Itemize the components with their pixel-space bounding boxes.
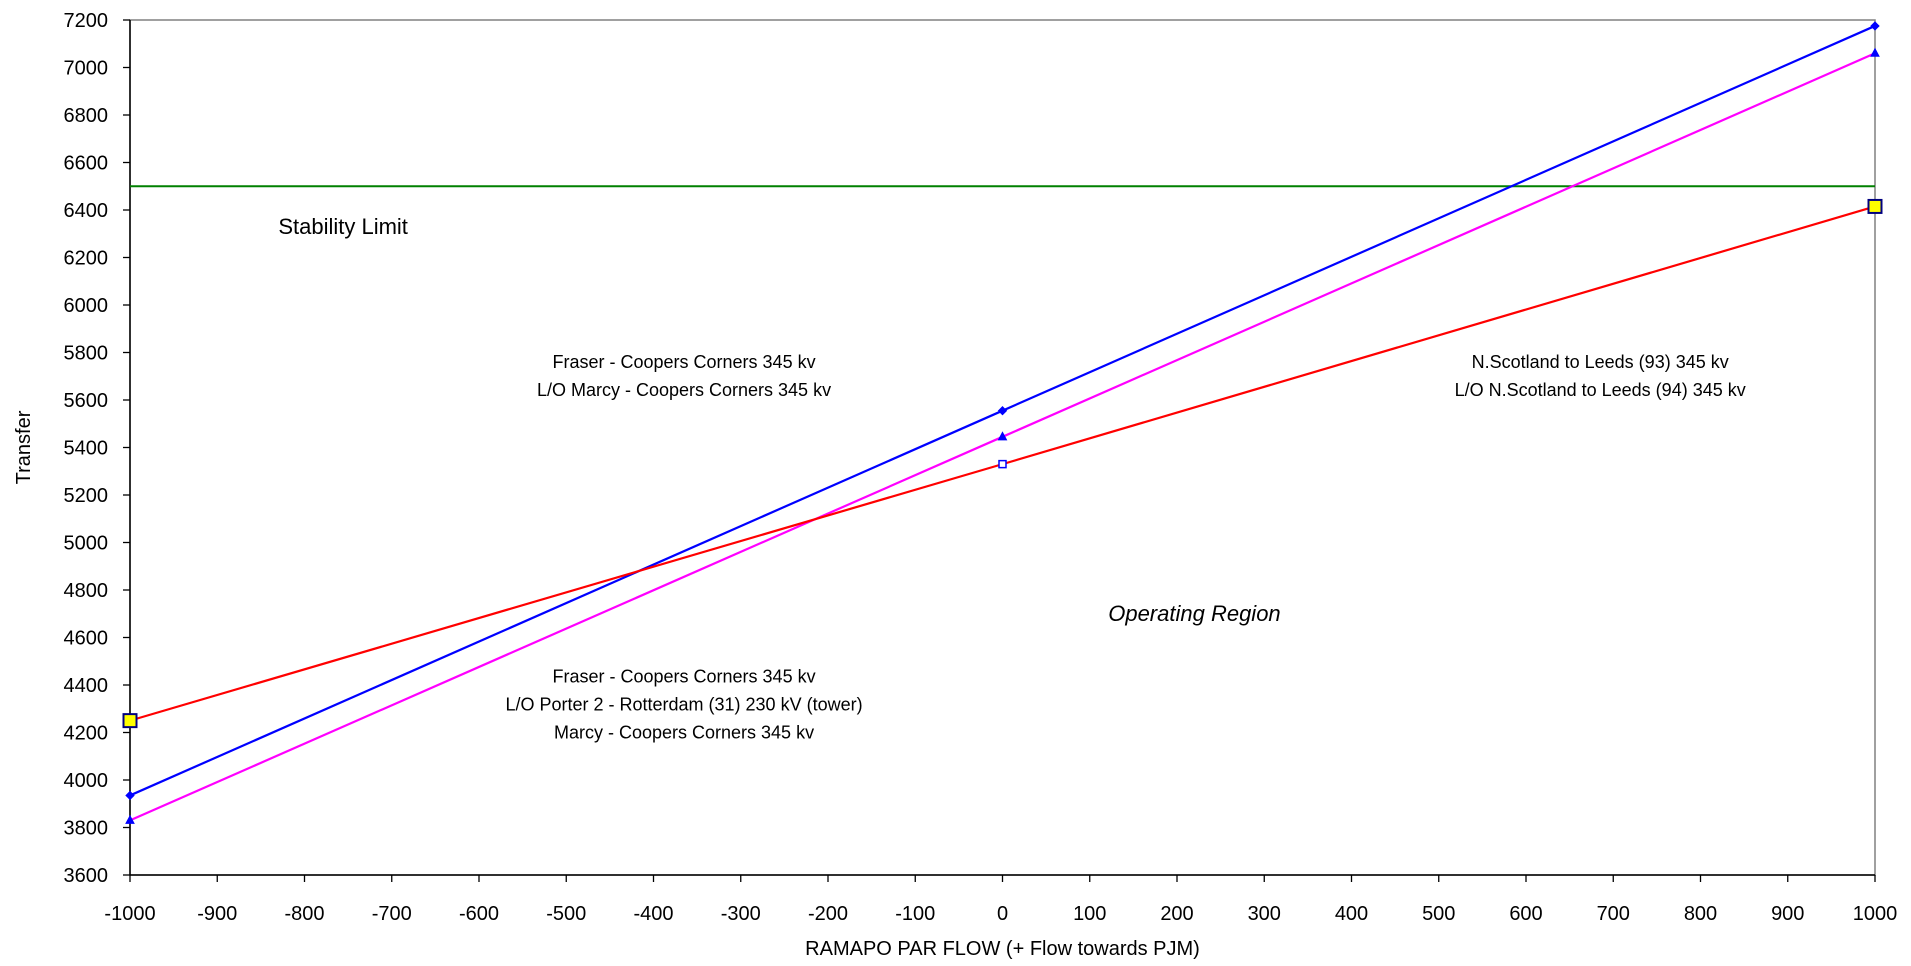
annotation-text: L/O N.Scotland to Leeds (94) 345 kv — [1455, 380, 1746, 400]
x-tick-label: -600 — [459, 903, 499, 925]
x-tick-label: 900 — [1771, 903, 1804, 925]
y-tick-label: 6000 — [64, 295, 109, 317]
highlight-points — [122, 198, 1883, 729]
plot-area — [129, 19, 1876, 876]
x-tick-label: -100 — [895, 903, 935, 925]
x-tick-label: 500 — [1422, 903, 1455, 925]
x-tick-label: 100 — [1073, 903, 1106, 925]
annotation-text: N.Scotland to Leeds (93) 345 kv — [1472, 352, 1729, 372]
x-axis-title: RAMAPO PAR FLOW (+ Flow towards PJM) — [805, 938, 1200, 960]
annotation-text: L/O Porter 2 - Rotterdam (31) 230 kV (to… — [505, 695, 862, 715]
y-tick-label: 5000 — [64, 533, 109, 555]
y-tick-label: 4400 — [64, 675, 109, 697]
y-tick-label: 4800 — [64, 580, 109, 602]
x-tick-label: -1000 — [104, 903, 155, 925]
y-tick-label: 6600 — [64, 153, 109, 175]
series-point — [125, 790, 135, 801]
y-tick-label: 7000 — [64, 58, 109, 80]
x-tick-label: 700 — [1597, 903, 1630, 925]
x-tick-label: -200 — [808, 903, 848, 925]
highlight-point — [1867, 198, 1883, 214]
x-tick-label: -700 — [372, 903, 412, 925]
x-tick-label: -400 — [633, 903, 673, 925]
x-tick-label: -500 — [546, 903, 586, 925]
y-tick-label: 6400 — [64, 200, 109, 222]
annotation-text: Stability Limit — [278, 214, 408, 239]
series-point — [125, 814, 135, 824]
series-point — [998, 459, 1007, 469]
y-tick-label: 4600 — [64, 628, 109, 650]
series-markers — [125, 21, 1880, 824]
x-tick-label: 1000 — [1853, 903, 1898, 925]
highlight-point — [122, 713, 138, 729]
axis-ticks: -1000 -900 -800 -700 -600 -500 -400 -300 -200 -10… — [64, 10, 1898, 925]
annotation-text: Operating Region — [1108, 601, 1280, 626]
y-tick-label: 5200 — [64, 485, 109, 507]
series-point — [997, 405, 1008, 416]
y-tick-label: 5400 — [64, 438, 109, 460]
x-tick-label: 600 — [1509, 903, 1542, 925]
series-point — [1870, 21, 1880, 31]
annotation-text: Fraser - Coopers Corners 345 kv — [552, 352, 815, 372]
y-tick-label: 4200 — [64, 723, 109, 745]
series-point — [997, 431, 1008, 441]
y-tick-label: 6200 — [64, 248, 109, 270]
x-tick-label: 800 — [1684, 903, 1717, 925]
y-tick-label: 6800 — [64, 105, 109, 127]
annotation-text: L/O Marcy - Coopers Corners 345 kv — [537, 380, 831, 400]
x-tick-label: -800 — [284, 903, 324, 925]
x-tick-label: -300 — [721, 903, 761, 925]
x-tick-label: -900 — [197, 903, 237, 925]
annotation-text: Fraser - Coopers Corners 345 kv — [552, 667, 815, 687]
y-tick-label: 7200 — [64, 10, 109, 32]
y-tick-label: 5600 — [64, 390, 109, 412]
plot-border — [129, 19, 1876, 876]
y-tick-label: 3800 — [64, 818, 109, 840]
x-tick-label: 200 — [1160, 903, 1193, 925]
series-point — [1870, 47, 1880, 57]
annotations: Stability Limit Fraser - Coopers Corners … — [278, 214, 1745, 743]
y-tick-label: 5800 — [64, 343, 109, 365]
y-axis-title: Transfer — [13, 410, 35, 484]
y-tick-label: 3600 — [64, 865, 109, 887]
x-tick-label: 400 — [1335, 903, 1368, 925]
y-tick-label: 4000 — [64, 770, 109, 792]
series-lines — [129, 24, 1876, 822]
annotation-text: Marcy - Coopers Corners 345 kv — [554, 723, 814, 743]
x-tick-label: 0 — [997, 903, 1008, 925]
x-tick-label: 300 — [1248, 903, 1281, 925]
